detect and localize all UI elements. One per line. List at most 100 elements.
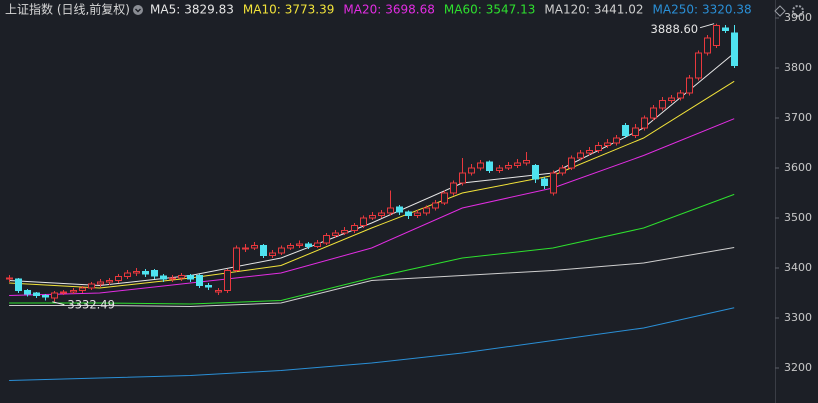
candle-body (622, 125, 629, 136)
candle-body (33, 292, 40, 296)
y-tick-label: 3600 (784, 161, 812, 174)
candle-body (477, 162, 484, 169)
candle-body (224, 270, 231, 291)
candle-body (532, 165, 539, 180)
y-tick-label: 3200 (784, 361, 812, 374)
candle-body (496, 167, 503, 171)
candle-body (351, 225, 358, 231)
candle-body (369, 215, 376, 219)
y-tick-label: 3700 (784, 111, 812, 124)
candle-body (659, 100, 666, 109)
shape-icon[interactable] (774, 5, 786, 17)
candle-body (314, 242, 321, 247)
candle-body (505, 165, 512, 169)
candle-body (79, 287, 86, 291)
candle-body (677, 92, 684, 99)
candle-body (405, 211, 412, 216)
candle-body (124, 272, 131, 277)
candle-body (88, 283, 95, 289)
candle-body (604, 142, 611, 146)
legend-value: 3441.02 (594, 3, 644, 17)
annotation-label: 3888.60 (651, 22, 699, 36)
candle-body (151, 270, 158, 277)
candle-body (550, 172, 557, 194)
candle-body (115, 276, 122, 281)
candle-body (541, 178, 548, 186)
candle-body (704, 37, 711, 54)
legend-name: MA10: (243, 3, 281, 17)
candle-body (568, 157, 575, 169)
legend-value: 3698.68 (385, 3, 435, 17)
candle-body (414, 212, 421, 216)
ma-line (9, 80, 735, 289)
candle-body (287, 245, 294, 249)
candle-body (106, 280, 113, 283)
candle-body (296, 243, 303, 246)
candle-body (459, 172, 466, 184)
candle-body (586, 150, 593, 154)
candle-body (169, 277, 176, 280)
candle-body (24, 290, 31, 295)
ma-line (9, 307, 735, 381)
candle-body (60, 291, 67, 294)
legend-value: 3829.83 (184, 3, 234, 17)
candle-body (269, 252, 276, 256)
candle-body (70, 290, 77, 293)
annotation-pointer (52, 301, 65, 306)
candle-body (133, 271, 140, 274)
legend-name: MA120: (544, 3, 590, 17)
y-tick-label: 3500 (784, 211, 812, 224)
candle-body (360, 217, 367, 226)
candle-body (641, 117, 648, 129)
candle-body (514, 162, 521, 166)
candle-body (142, 271, 149, 275)
candle-body (650, 107, 657, 119)
candle-body (251, 245, 258, 249)
settings-icon[interactable] (792, 5, 804, 17)
toggle-icon (135, 8, 141, 13)
candle-body (378, 212, 385, 216)
candle-body (731, 32, 738, 66)
candle-body (668, 97, 675, 101)
candle-body (396, 206, 403, 213)
candle-body (278, 247, 285, 254)
candle-body (559, 167, 566, 174)
candle-body (441, 192, 448, 204)
candle-body (205, 285, 212, 288)
candle-body (260, 245, 267, 256)
candle-body (432, 202, 439, 209)
candle-body (215, 290, 222, 293)
candle-body (323, 235, 330, 244)
legend-toggle[interactable] (133, 5, 143, 15)
candle-body (523, 160, 530, 164)
candle-body (242, 247, 249, 250)
y-tick-label: 3900 (784, 11, 812, 24)
candle-body (178, 275, 185, 279)
annotation-pointer (699, 23, 715, 29)
y-tick-label: 3300 (784, 311, 812, 324)
legend-name: MA250: (653, 3, 699, 17)
candle-body (632, 127, 639, 136)
candle-body (722, 27, 729, 31)
candle-body (695, 52, 702, 79)
candle-body (686, 77, 693, 94)
legend-name: MA20: (343, 3, 381, 17)
legend-value: 3320.38 (702, 3, 752, 17)
candle-body (613, 137, 620, 144)
candle-body (595, 145, 602, 151)
legend-name: MA5: (150, 3, 180, 17)
ma-line (9, 118, 735, 296)
candle-body (713, 25, 720, 46)
candle-body (305, 243, 312, 247)
candle-body (15, 278, 22, 291)
candle-body (423, 207, 430, 214)
candle-body (51, 292, 58, 299)
ma-line (9, 193, 735, 305)
candle-body (97, 281, 104, 285)
candle-body (233, 247, 240, 271)
y-tick-label: 3400 (784, 261, 812, 274)
candle-body (332, 232, 339, 236)
ma-line (9, 247, 735, 308)
